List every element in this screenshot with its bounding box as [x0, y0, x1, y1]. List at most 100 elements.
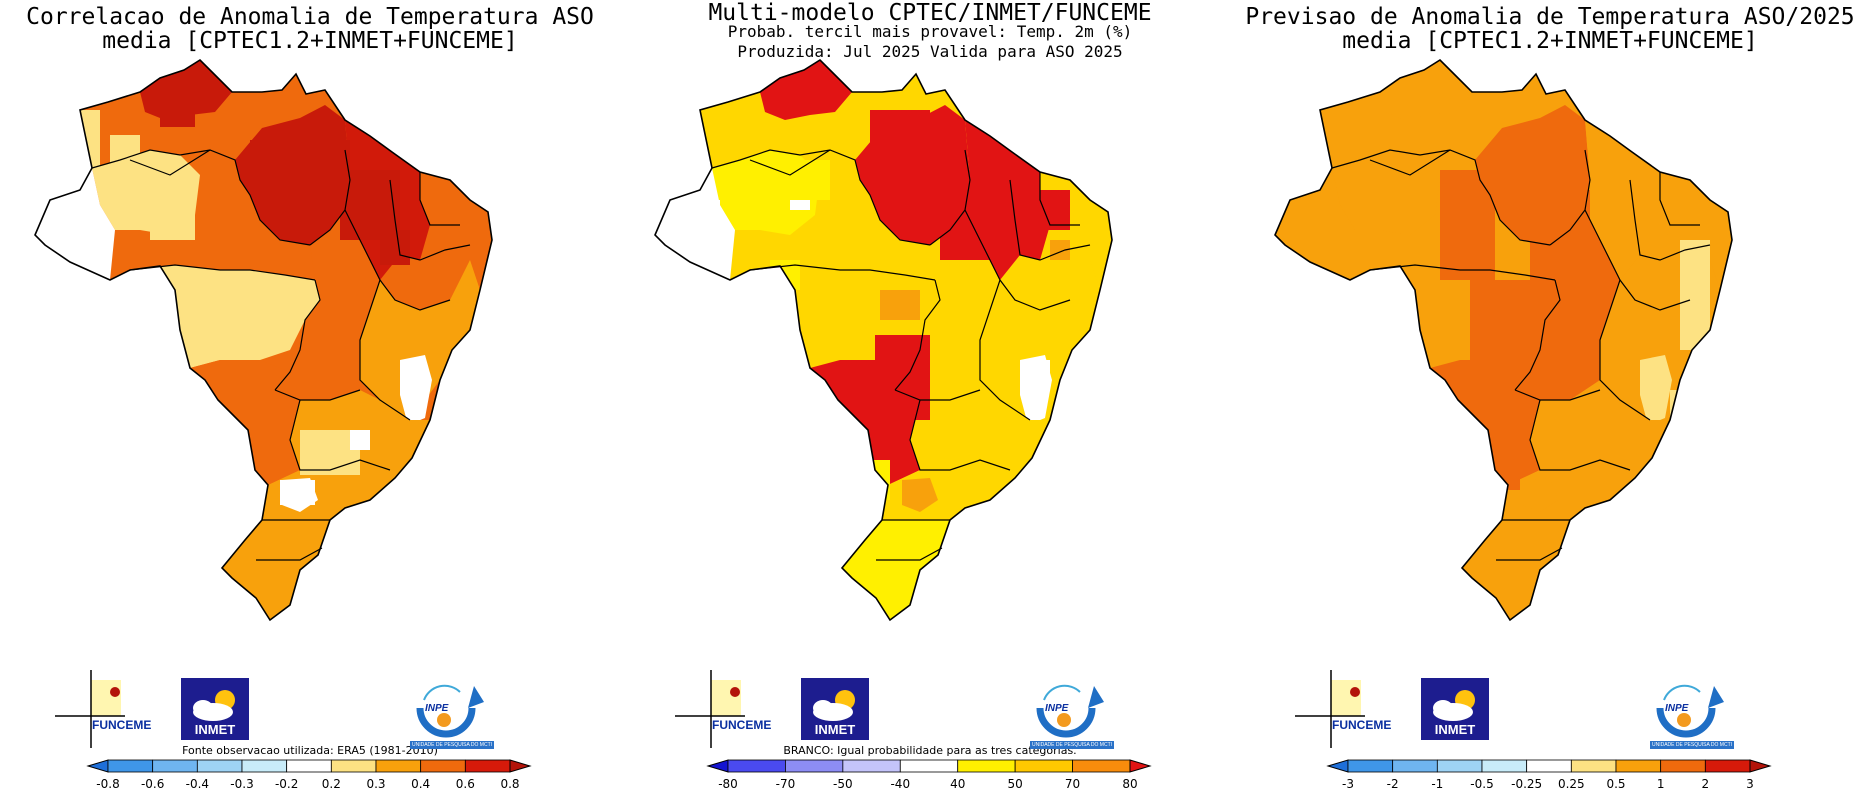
funceme-logo — [55, 670, 125, 748]
grid-cell-patch — [820, 380, 870, 440]
panel-title-line: Multi-modelo CPTEC/INMET/FUNCEME — [708, 0, 1152, 26]
inpe-logo-subtitle: UNIDADE DE PESQUISA DO MCTI — [1650, 741, 1735, 749]
colorbar-tick-label: -50 — [833, 777, 853, 791]
colorbar-tick-label: 0.3 — [366, 777, 386, 791]
colorbar-swatch — [1570, 759, 1617, 773]
state-border — [256, 547, 323, 561]
state-border — [1514, 279, 1561, 391]
state-border — [1496, 547, 1563, 561]
cloud-sun-icon — [193, 690, 235, 721]
state-border — [289, 399, 391, 471]
colorbar-tick-label: -80 — [718, 777, 738, 791]
colorbar-tick-label: -40 — [890, 777, 911, 791]
colorbar — [86, 759, 532, 773]
colorbar-left-arrow — [706, 759, 729, 773]
funceme-logo — [675, 670, 745, 748]
state-border — [1529, 399, 1631, 471]
region-central — [275, 210, 380, 400]
region-roraima — [760, 60, 852, 120]
inmet-logo: INMET — [1421, 678, 1489, 740]
grid-cell-patch — [280, 480, 315, 505]
region-acre — [1275, 168, 1355, 280]
state-border — [909, 399, 1011, 471]
grid-cell-patch — [880, 290, 920, 320]
grid-cell-patch — [340, 170, 400, 240]
inpe-logo — [416, 684, 484, 738]
source-note: BRANCO: Igual probabilidade para as tres… — [783, 744, 1077, 757]
inpe-logo-text: INPE — [1045, 703, 1069, 714]
colorbar-swatch — [375, 759, 422, 773]
state-border — [274, 389, 361, 401]
state-border — [1369, 264, 1556, 281]
colorbar-swatch — [1660, 759, 1706, 773]
inpe-logo — [1656, 684, 1724, 738]
colorbar-tick-label: -1 — [1431, 777, 1444, 791]
brazil-map — [654, 58, 1152, 773]
funceme-logo-text: FUNCEME — [1332, 718, 1392, 732]
grid-cell-patch — [110, 135, 140, 180]
grid-cell-patch — [1030, 360, 1050, 390]
colorbar-swatch — [727, 759, 786, 773]
country-border — [654, 58, 1113, 622]
colorbar — [1326, 759, 1772, 773]
grid-cell-patch — [380, 230, 410, 265]
colorbar-swatch — [1481, 759, 1528, 773]
colorbar-swatch — [1436, 759, 1483, 773]
colorbar-swatch — [196, 759, 243, 773]
colorbar-swatch — [1347, 759, 1394, 773]
inmet-logo-text: INMET — [194, 722, 236, 737]
state-border — [91, 149, 311, 246]
colorbar-swatch — [842, 759, 901, 773]
country-border — [34, 58, 493, 622]
state-border — [1009, 179, 1091, 261]
panel-title-line: Probab. tercil mais provavel: Temp. 2m (… — [727, 22, 1133, 41]
colorbar-left-arrow — [1326, 759, 1349, 773]
colorbar-swatch — [1526, 759, 1572, 773]
colorbar-left-arrow — [86, 759, 109, 773]
grid-cell-patch — [230, 390, 275, 460]
colorbar-swatch — [1392, 759, 1438, 773]
state-border — [1584, 209, 1691, 311]
state-border — [894, 389, 981, 401]
colorbar-tick-label: 0.4 — [411, 777, 431, 791]
grid-cell-patch — [150, 180, 195, 240]
region-south — [1462, 520, 1570, 620]
cloud-sun-icon — [813, 690, 855, 721]
state-border — [1369, 149, 1451, 176]
colorbar-tick-label: 0.25 — [1557, 777, 1585, 791]
state-border — [964, 209, 1071, 311]
grid-cell-patch — [1440, 170, 1495, 280]
colorbar-swatch — [1014, 759, 1073, 773]
region-parana — [902, 478, 938, 512]
colorbar-tick-label: 80 — [1122, 777, 1138, 791]
colorbar — [706, 759, 1152, 773]
colorbar-tick-label: -2 — [1386, 777, 1399, 791]
colorbar-swatch — [152, 759, 198, 773]
panel-title-line: Produzida: Jul 2025 Valida para ASO 2025 — [737, 42, 1123, 61]
region-maranhao — [1585, 120, 1670, 280]
colorbar-tick-label: 1 — [1656, 777, 1665, 791]
panel-forecast: Previsao de Anomalia de Temperatura ASO/… — [1240, 0, 1860, 802]
colorbar-tick-label: 0.6 — [455, 777, 475, 791]
colorbar-tick-label: 0.8 — [500, 777, 520, 791]
state-border — [1514, 389, 1601, 401]
inpe-logo-subtitle: UNIDADE DE PESQUISA DO MCTI — [1030, 741, 1115, 749]
state-border — [876, 547, 943, 561]
region-parana — [1522, 478, 1558, 512]
colorbar-tick-label: 50 — [1007, 777, 1023, 791]
inpe-logo — [1036, 684, 1104, 738]
colorbar-swatch — [1072, 759, 1131, 773]
region-south — [842, 520, 950, 620]
colorbar-tick-label: 0.2 — [321, 777, 341, 791]
inmet-logo: INMET — [181, 678, 249, 740]
grid-cell-patch — [940, 170, 1000, 260]
colorbar-tick-label: -0.3 — [230, 777, 254, 791]
colorbar-tick-label: -3 — [1342, 777, 1354, 791]
grid-cell-patch — [1530, 190, 1590, 280]
colorbar-tick-label: -0.6 — [140, 777, 165, 791]
colorbar-tick-label: -70 — [775, 777, 796, 791]
colorbar-tick-label: 3 — [1746, 777, 1754, 791]
region-bahia-coast — [1640, 355, 1672, 425]
colorbar-swatch — [1704, 759, 1751, 773]
colorbar-tick-label: 40 — [950, 777, 966, 791]
